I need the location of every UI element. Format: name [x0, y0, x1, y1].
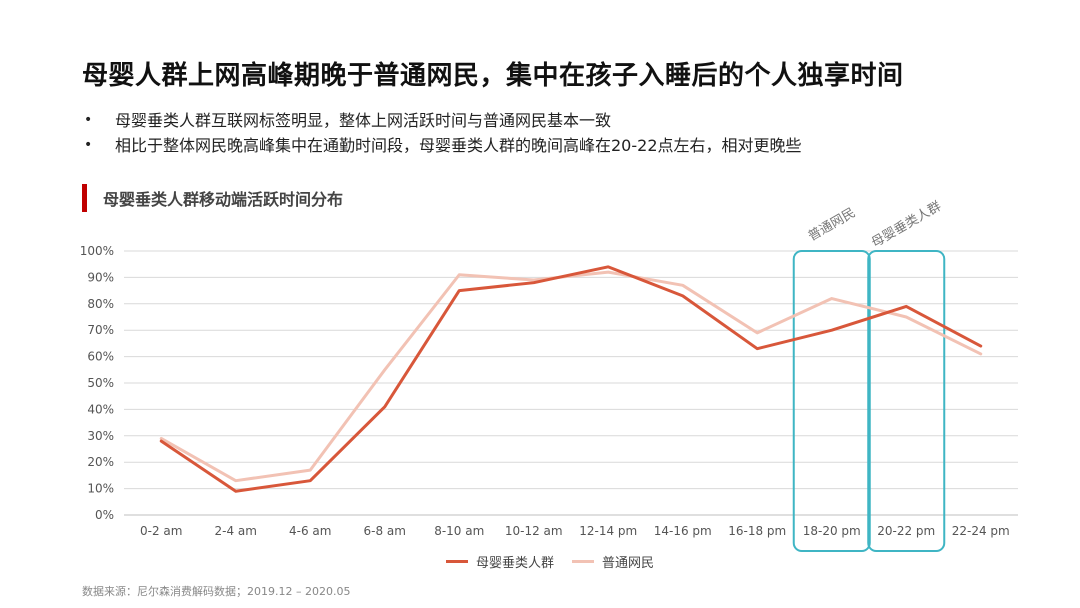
x-tick-label: 4-6 am	[289, 524, 331, 538]
chart-title: 母婴垂类人群移动端活跃时间分布	[103, 190, 344, 209]
bullet-list: 母婴垂类人群互联网标签明显，整体上网活跃时间与普通网民基本一致 相比于整体网民晚…	[82, 108, 802, 158]
y-tick-label: 50%	[87, 376, 114, 390]
accent-bar	[82, 184, 87, 212]
x-tick-label: 0-2 am	[140, 524, 182, 538]
chart-legend: 母婴垂类人群 普通网民	[446, 552, 672, 571]
data-source: 数据来源：尼尔森消费解码数据；2019.12 – 2020.05	[82, 585, 351, 598]
highlight-annotation: 普通网民	[806, 205, 859, 244]
highlight-box	[792, 250, 871, 552]
x-tick-label: 10-12 am	[505, 524, 563, 538]
highlight-box	[867, 250, 946, 552]
y-tick-label: 60%	[87, 350, 114, 364]
legend-item-general: 普通网民	[572, 552, 654, 571]
y-tick-label: 100%	[80, 244, 114, 258]
page-title: 母婴人群上网高峰期晚于普通网民，集中在孩子入睡后的个人独享时间	[82, 61, 904, 91]
y-tick-label: 10%	[87, 482, 114, 496]
bullet-item: 相比于整体网民晚高峰集中在通勤时间段，母婴垂类人群的晚间高峰在20-22点左右，…	[82, 133, 802, 158]
x-tick-label: 2-4 am	[215, 524, 257, 538]
highlight-annotation: 母婴垂类人群	[869, 199, 944, 251]
x-tick-label: 18-20 pm	[803, 524, 861, 538]
x-tick-label: 16-18 pm	[728, 524, 786, 538]
y-tick-label: 40%	[87, 402, 114, 416]
y-tick-label: 70%	[87, 323, 114, 337]
y-tick-label: 20%	[87, 455, 114, 469]
y-tick-label: 30%	[87, 429, 114, 443]
y-tick-label: 80%	[87, 297, 114, 311]
y-tick-label: 0%	[95, 508, 114, 522]
legend-swatch-mother	[446, 560, 468, 563]
legend-item-mother: 母婴垂类人群	[446, 552, 554, 571]
legend-label-general: 普通网民	[602, 556, 655, 571]
legend-label-mother: 母婴垂类人群	[476, 556, 555, 571]
x-tick-label: 14-16 pm	[654, 524, 712, 538]
x-tick-label: 12-14 pm	[579, 524, 637, 538]
legend-swatch-general	[572, 560, 595, 563]
x-tick-label: 8-10 am	[434, 524, 484, 538]
bullet-item: 母婴垂类人群互联网标签明显，整体上网活跃时间与普通网民基本一致	[82, 108, 802, 133]
x-tick-label: 22-24 pm	[952, 524, 1010, 538]
x-tick-label: 6-8 am	[364, 524, 406, 538]
x-tick-label: 20-22 pm	[877, 524, 935, 538]
chart-heading: 母婴垂类人群移动端活跃时间分布	[82, 184, 343, 212]
series-line-mother	[159, 265, 983, 493]
y-tick-label: 90%	[87, 270, 114, 284]
